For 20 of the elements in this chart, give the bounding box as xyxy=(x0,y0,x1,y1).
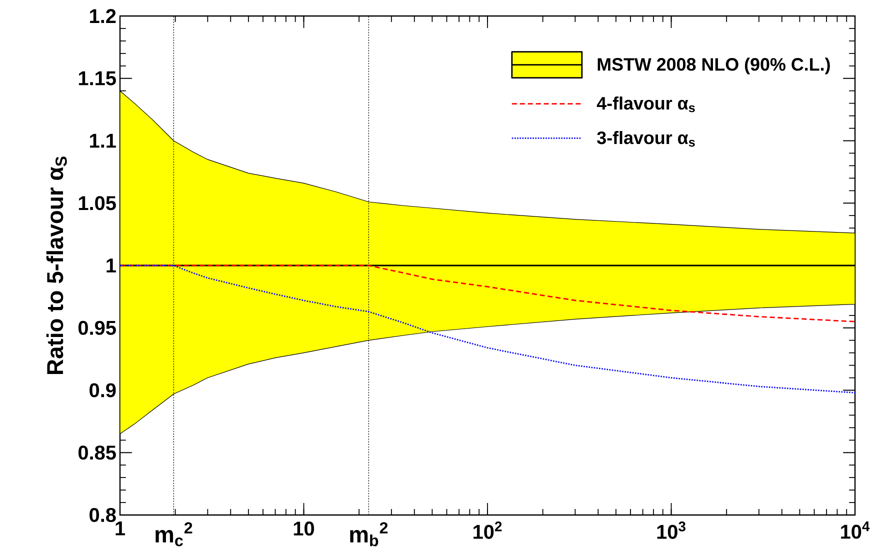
y-tick-label: 1.1 xyxy=(90,134,116,148)
x-tick-label: 1 xyxy=(116,522,125,536)
y-tick-label: 0.9 xyxy=(90,383,116,398)
x-tick-label: 10$^{3}$ xyxy=(657,522,686,539)
y-tick-label: 1 xyxy=(106,258,116,272)
y-tick-label: 1.2 xyxy=(90,9,116,23)
legend-label: 3-flavour α$_{s}$ xyxy=(597,130,695,147)
y-tick-label: 1.15 xyxy=(78,71,116,86)
y-tick-label: 0.8 xyxy=(90,508,116,522)
x-tick-label: 10$^{2}$ xyxy=(474,522,502,539)
y-tick-label: 1.05 xyxy=(78,196,116,210)
legend-label: MSTW 2008 NLO (90% C.L.) xyxy=(598,58,830,74)
ref-line-label: m$_{b}$2 xyxy=(350,522,388,546)
y-tick-label: 0.85 xyxy=(78,446,116,460)
ref-line-label: m$_{c}$2 xyxy=(156,522,192,546)
y-tick-label: 0.95 xyxy=(78,320,116,335)
x-tick-label: 10$^{4}$ xyxy=(841,522,870,539)
y-axis-title: Ratio to 5-flavour α$_{S}$ xyxy=(46,156,67,374)
x-tick-label: 10 xyxy=(294,522,314,536)
legend-label: 4-flavour α$_{s}$ xyxy=(596,96,695,112)
